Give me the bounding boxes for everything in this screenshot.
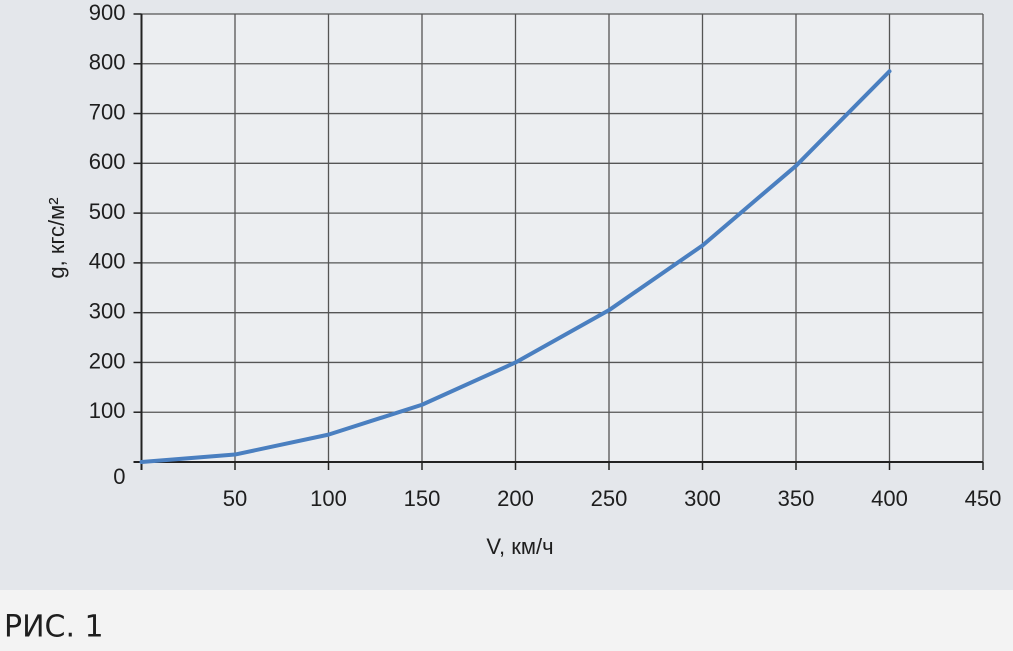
caption-strip (0, 590, 1013, 651)
x-axis-label: V, км/ч (486, 534, 553, 559)
y-tick-label: 0 (113, 464, 125, 489)
y-tick-label: 600 (89, 149, 126, 174)
y-axis-label: g, кгс/м² (44, 197, 69, 278)
y-tick-label: 200 (89, 348, 126, 373)
caption: РИС. 1 (4, 610, 104, 645)
y-tick-label: 700 (89, 99, 126, 124)
x-tick-label: 250 (591, 486, 628, 511)
y-tick-label: 300 (89, 298, 126, 323)
x-tick-label: 200 (497, 486, 534, 511)
x-tick-label: 150 (404, 486, 441, 511)
x-tick-label: 350 (778, 486, 815, 511)
x-tick-label: 450 (965, 486, 1002, 511)
y-tick-label: 400 (89, 249, 126, 274)
y-tick-label: 800 (89, 50, 126, 75)
x-tick-label: 100 (310, 486, 347, 511)
data-line (139, 69, 892, 464)
x-tick-label: 400 (871, 486, 908, 511)
x-tick-label: 50 (223, 486, 247, 511)
x-tick-label: 300 (684, 486, 721, 511)
y-tick-label: 100 (89, 398, 126, 423)
plot-area (141, 14, 983, 462)
y-tick-label: 900 (89, 0, 126, 25)
y-tick-label: 500 (89, 199, 126, 224)
